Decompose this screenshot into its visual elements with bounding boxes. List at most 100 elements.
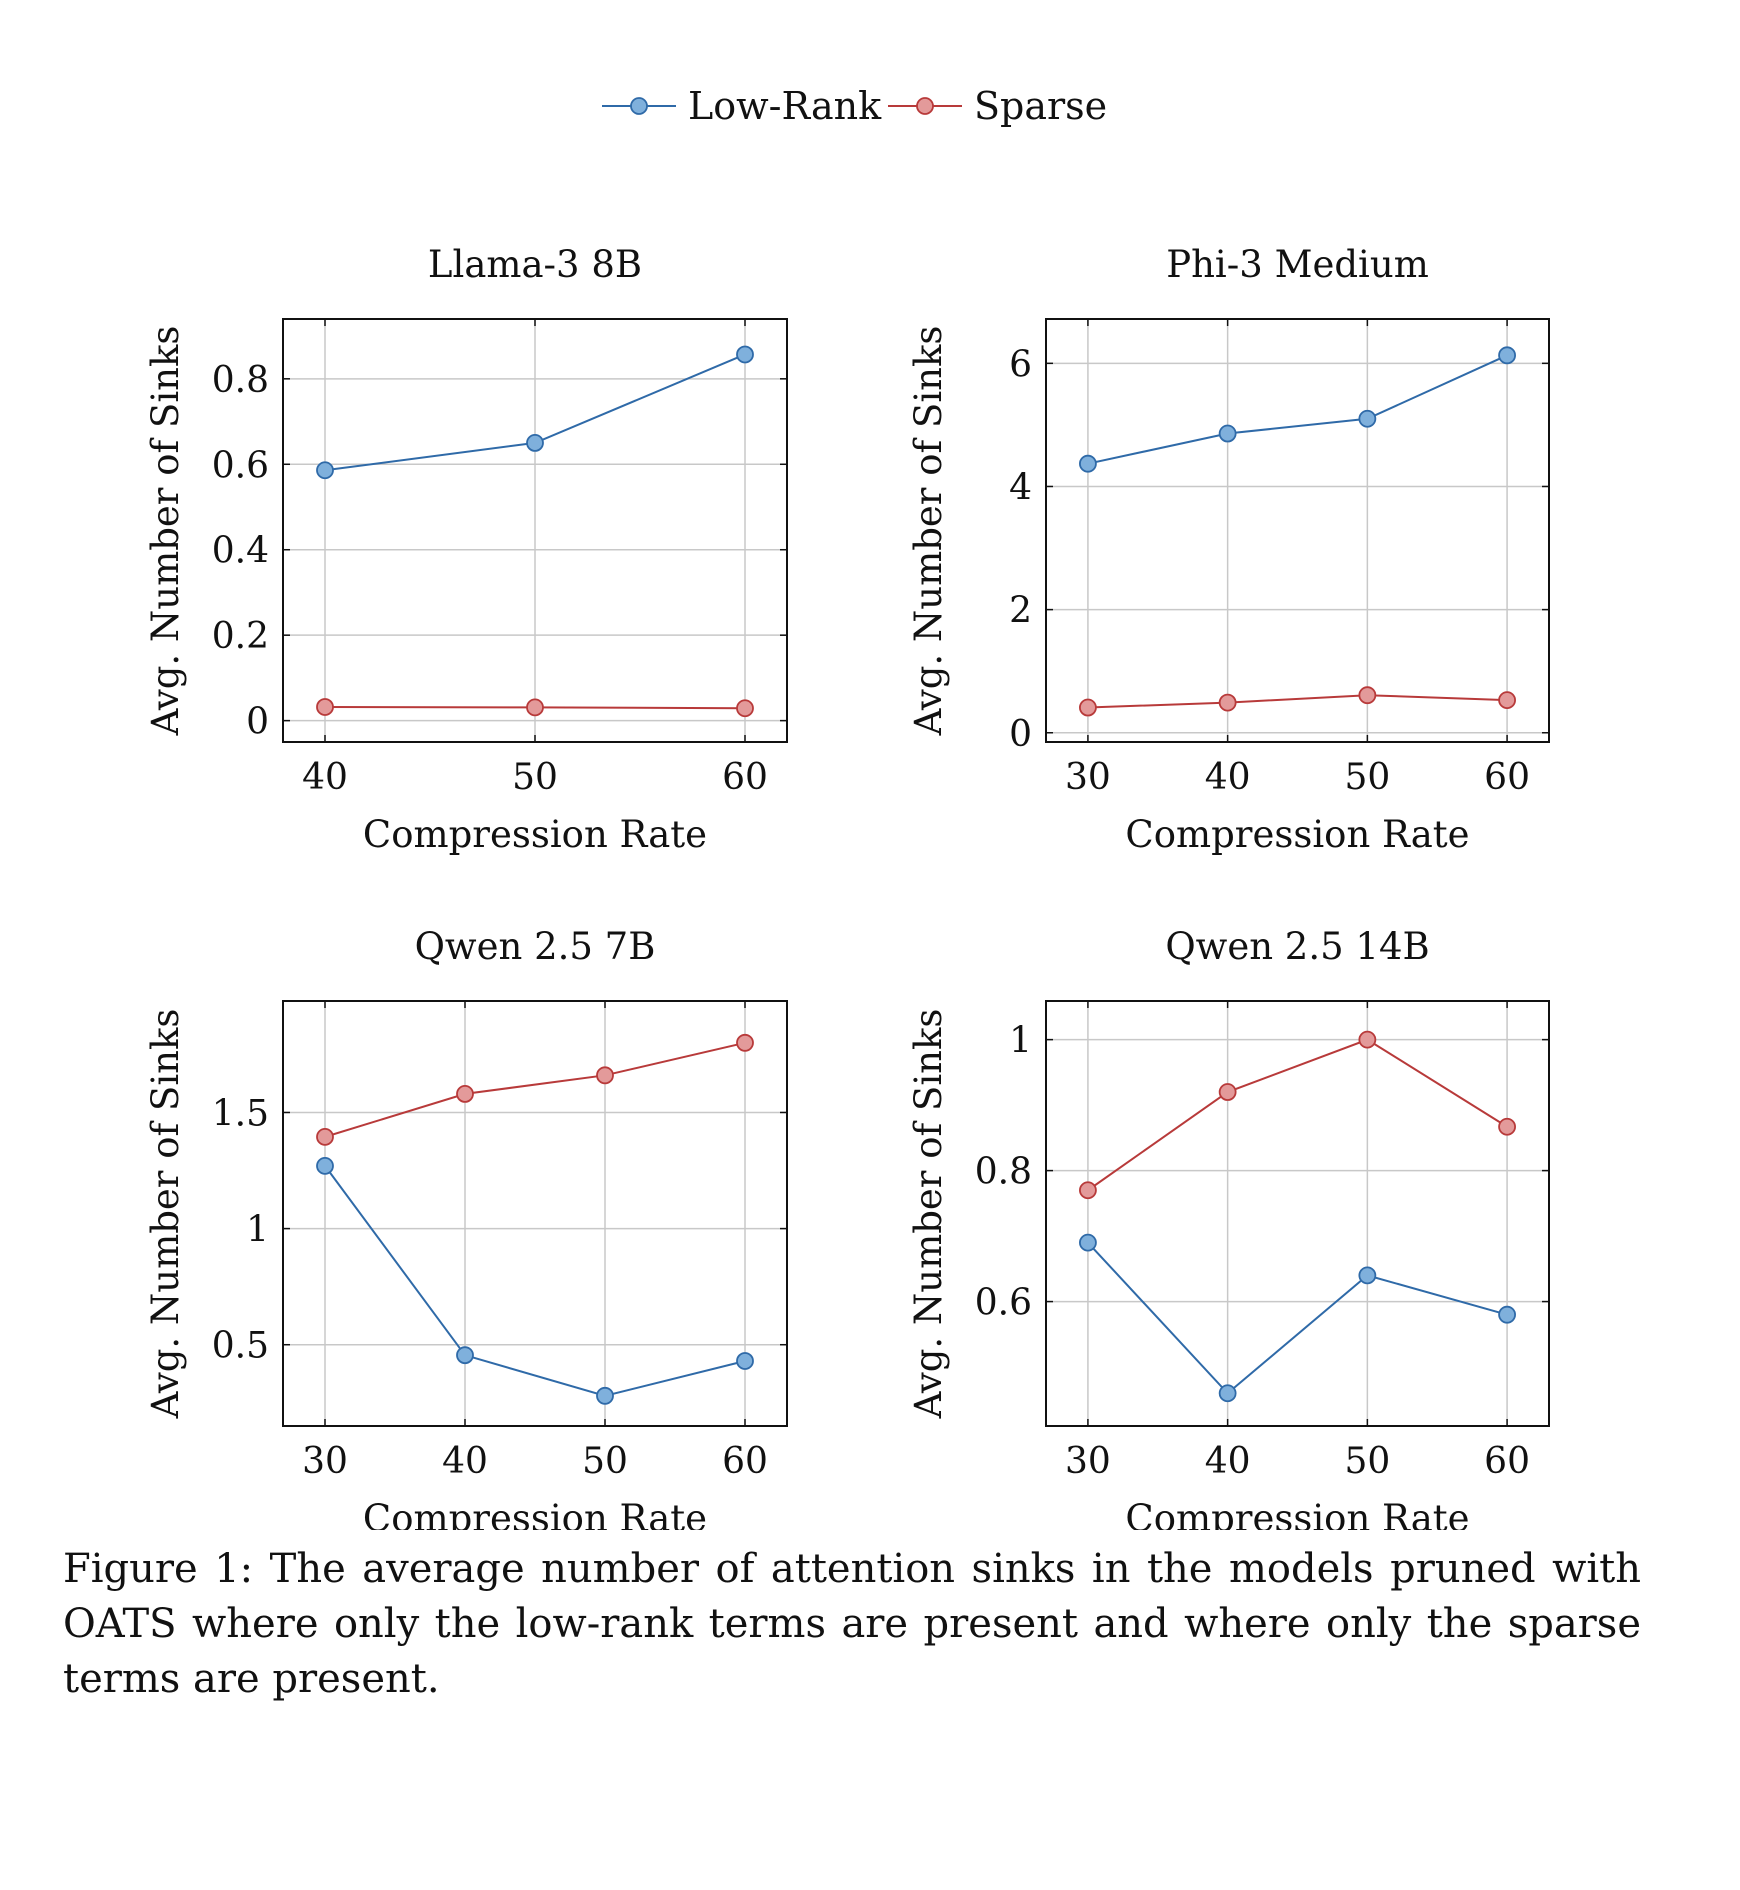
x-tick-label: 50	[582, 1441, 628, 1482]
x-tick-label: 50	[1344, 757, 1390, 798]
chart-qwen-2-5-14b: 30 40 50 60 0.6 0.8 1 Qwen 2.5 14B Compression R…	[907, 925, 1550, 1530]
series-sparse	[1079, 1030, 1516, 1200]
x-tick-label: 30	[1065, 1441, 1111, 1482]
legend-label: Low-Rank	[688, 84, 882, 128]
legend-marker	[916, 97, 934, 115]
y-tick-label: 4	[1009, 467, 1032, 508]
series-line	[1087, 694, 1508, 709]
chart-title: Qwen 2.5 14B	[1165, 925, 1429, 968]
data-point	[456, 1084, 474, 1103]
data-point	[736, 345, 754, 364]
data-point	[1498, 346, 1516, 365]
plot-frame	[1045, 318, 1550, 743]
x-axis-label: Compression Rate	[363, 813, 707, 856]
series-sparse	[1079, 686, 1516, 717]
data-point	[1498, 691, 1516, 710]
y-tick-label: 1.5	[212, 1093, 269, 1134]
legend-label: Sparse	[974, 84, 1107, 128]
plot-frame	[282, 1000, 788, 1427]
data-point	[316, 461, 334, 480]
series-line	[1087, 1241, 1508, 1395]
x-tick-label: 50	[1344, 1441, 1390, 1482]
series-line	[324, 1041, 746, 1138]
y-tick-label: 0.6	[212, 445, 269, 486]
y-axis-label: Avg. Number of Sinks	[144, 326, 187, 737]
data-point	[526, 698, 544, 717]
legend-entry-sparse: Sparse	[888, 84, 1107, 128]
figure-canvas: Low-Rank Sparse 40 50 6000.20.40.60.8Llama-…	[144, 84, 1550, 1530]
data-point	[316, 1156, 334, 1175]
x-tick-label: 40	[1205, 757, 1251, 798]
chart-title: Llama-3 8B	[428, 243, 642, 286]
figure-caption: Figure 1: The average number of attentio…	[63, 1546, 1641, 1702]
data-point	[736, 1352, 754, 1370]
legend: Low-Rank Sparse	[602, 84, 1107, 128]
y-tick-label: 1	[1009, 1021, 1032, 1062]
data-point	[1079, 698, 1097, 717]
series-line	[1087, 354, 1508, 465]
x-axis-label: Compression Rate	[1125, 1497, 1469, 1530]
data-point	[1218, 1384, 1237, 1403]
legend-entry-low-rank: Low-Rank	[602, 84, 882, 128]
y-axis-label: Avg. Number of Sinks	[907, 1009, 950, 1420]
series-line	[324, 1165, 746, 1397]
x-tick-label: 40	[302, 757, 348, 798]
data-point	[1079, 1233, 1097, 1252]
x-tick-label: 40	[442, 1441, 488, 1482]
series-low-rank	[316, 345, 754, 480]
chart-phi-3-medium: 30 40 50 60 0 2 4 6 Phi-3 Medium Compression Rate…	[907, 243, 1550, 856]
y-tick-label: 0	[1009, 714, 1032, 755]
series-line	[1087, 1038, 1508, 1192]
y-tick-label: 0	[246, 702, 269, 743]
series-sparse	[316, 1033, 754, 1146]
x-tick-label: 60	[722, 757, 768, 798]
x-tick-label: 60	[1484, 1441, 1530, 1482]
data-point	[1498, 1117, 1516, 1136]
data-point	[316, 1127, 334, 1146]
data-point	[456, 1346, 474, 1365]
data-point	[1218, 693, 1237, 712]
chart-llama-3-8b: 40 50 60 0 0.2 0.4 0.6 0.8 Llama-3 8B Compression…	[144, 243, 788, 856]
series-sparse	[316, 698, 754, 718]
series-low-rank	[1079, 346, 1516, 473]
data-point	[316, 698, 334, 716]
data-point	[526, 434, 544, 452]
plot-frame	[1045, 1000, 1550, 1427]
data-point	[1079, 1181, 1097, 1200]
data-point	[596, 1066, 614, 1085]
data-point	[736, 1033, 754, 1052]
y-tick-label: 2	[1009, 591, 1032, 632]
x-tick-label: 40	[1205, 1441, 1251, 1482]
data-point	[1218, 1083, 1237, 1101]
y-tick-label: 0.4	[212, 531, 269, 572]
chart-title: Phi-3 Medium	[1166, 243, 1429, 286]
data-point	[736, 699, 754, 718]
x-tick-label: 60	[1484, 757, 1530, 798]
x-tick-label: 30	[1065, 757, 1111, 798]
data-point	[1358, 1030, 1377, 1049]
x-tick-label: 30	[302, 1441, 348, 1482]
x-tick-label: 60	[722, 1441, 768, 1482]
y-tick-label: 6	[1009, 344, 1032, 385]
y-tick-label: 0.6	[975, 1283, 1032, 1324]
x-axis-label: Compression Rate	[363, 1497, 707, 1530]
y-tick-label: 0.5	[212, 1326, 269, 1367]
series-low-rank	[316, 1156, 754, 1405]
y-tick-label: 0.8	[975, 1152, 1032, 1193]
y-tick-label: 0.2	[212, 616, 269, 657]
data-point	[1358, 1266, 1377, 1285]
data-point	[1498, 1305, 1516, 1324]
data-point	[1079, 454, 1097, 473]
x-axis-label: Compression Rate	[1125, 813, 1469, 856]
legend-marker	[630, 97, 648, 115]
y-tick-label: 0.8	[212, 360, 269, 401]
data-point	[1358, 686, 1377, 705]
data-point	[1218, 424, 1237, 443]
data-point	[1358, 409, 1377, 428]
chart-title: Qwen 2.5 7B	[415, 925, 656, 968]
y-tick-label: 1	[246, 1210, 269, 1251]
x-tick-label: 50	[512, 757, 558, 798]
data-point	[596, 1386, 614, 1405]
series-low-rank	[1079, 1233, 1516, 1403]
